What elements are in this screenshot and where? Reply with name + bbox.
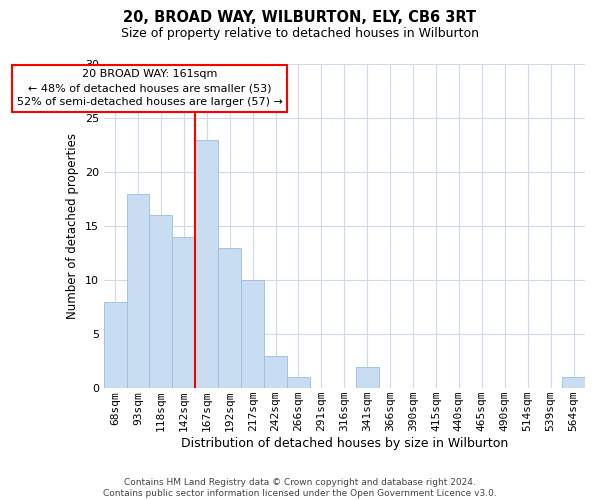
Bar [196, 140, 218, 388]
Bar [218, 248, 241, 388]
Text: 20, BROAD WAY, WILBURTON, ELY, CB6 3RT: 20, BROAD WAY, WILBURTON, ELY, CB6 3RT [124, 10, 476, 25]
Bar [149, 216, 172, 388]
Text: Size of property relative to detached houses in Wilburton: Size of property relative to detached ho… [121, 28, 479, 40]
Bar [104, 302, 127, 388]
Bar [241, 280, 264, 388]
Bar [127, 194, 149, 388]
Bar [287, 378, 310, 388]
Text: Contains HM Land Registry data © Crown copyright and database right 2024.
Contai: Contains HM Land Registry data © Crown c… [103, 478, 497, 498]
Bar [356, 366, 379, 388]
Y-axis label: Number of detached properties: Number of detached properties [66, 133, 79, 319]
Bar [562, 378, 585, 388]
X-axis label: Distribution of detached houses by size in Wilburton: Distribution of detached houses by size … [181, 437, 508, 450]
Text: 20 BROAD WAY: 161sqm
← 48% of detached houses are smaller (53)
52% of semi-detac: 20 BROAD WAY: 161sqm ← 48% of detached h… [17, 70, 283, 108]
Bar [172, 237, 196, 388]
Bar [264, 356, 287, 388]
